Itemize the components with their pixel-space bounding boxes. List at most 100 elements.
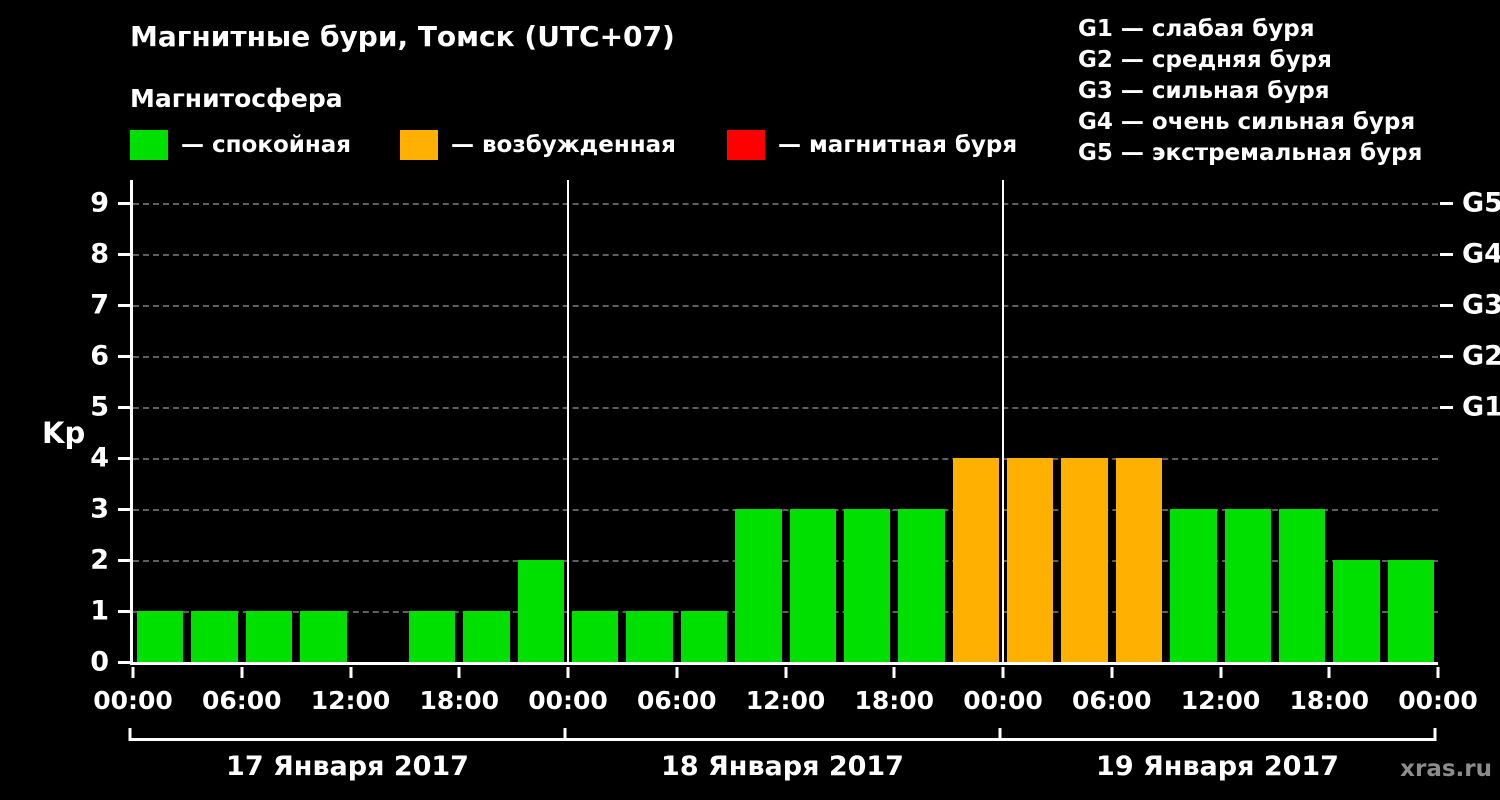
date-label: 17 Января 2017 [226,751,469,782]
x-tick-mark [1001,667,1005,678]
g-level-label: G2 [1462,340,1500,372]
kp-bar [898,508,945,662]
y-tick-label: 8 [90,238,109,270]
y-tick-mark [118,252,131,256]
right-tick-mark [1440,354,1453,358]
g-level-label: G5 [1462,187,1500,219]
kp-bar [1387,560,1434,662]
plot-area: 0 1 2 3 4 5 6 7 8 9 G1 G2 G3 G4 G5 00:00 06:00 12:00 18:00… [90,180,1500,715]
g-level-label: G4 [1462,238,1500,270]
g-level-label: G1 [1462,391,1500,423]
storm-scale-legend: G1 — слабая буря G2 — средняя буря G3 — си… [1078,14,1422,169]
y-tick-mark [118,201,131,205]
x-tick-label: 18:00 [854,686,935,715]
kp-bar [735,508,782,662]
x-tick-label: 18:00 [419,686,500,715]
x-tick-label: 00:00 [963,686,1043,715]
x-tick-mark [131,667,135,678]
kp-bar [680,611,728,662]
legend-item: — спокойная [130,130,351,160]
gridline-kp-6 [133,355,1438,358]
x-tick-label: 12:00 [310,686,391,715]
kp-bar [300,611,347,662]
kp-bar [245,611,293,662]
right-tick-mark [1440,303,1453,307]
x-tick-label: 12:00 [1180,686,1261,715]
y-axis-label: Kp [42,416,86,450]
y-tick-label: 2 [90,544,109,576]
kp-bar [191,611,238,662]
y-tick-label: 3 [90,493,109,525]
gridline-kp-3 [133,508,1438,511]
x-tick-mark [1110,667,1114,678]
kp-bar [137,611,184,662]
kp-bar [408,611,456,662]
kp-bar [572,611,619,662]
legend-item: — магнитная буря [727,130,1017,160]
legend-color-swatch [130,130,168,160]
g-level-label: G3 [1462,289,1500,321]
storm-scale-entry: G5 — экстремальная буря [1078,140,1423,166]
storm-scale-entry: G1 — слабая буря [1078,16,1315,42]
y-tick-label: 5 [90,391,109,423]
y-tick-mark [118,507,131,511]
kp-bar [1224,508,1271,662]
x-tick-label: 18:00 [1289,686,1370,715]
kp-bar [1278,508,1326,662]
x-tick-mark [1436,667,1440,678]
y-tick-label: 4 [90,442,109,474]
storm-scale-entry: G2 — средняя буря [1078,47,1332,73]
kp-bar [1115,457,1163,662]
legend-color-swatch [727,130,765,160]
date-axis-tick [128,728,132,741]
kp-bar [1333,560,1380,662]
kp-bar [789,508,836,662]
date-label: 18 Января 2017 [661,751,904,782]
day-divider-line [567,180,569,662]
legend-label: — возбужденная [451,132,676,158]
x-tick-label: 06:00 [201,686,282,715]
gridline-kp-2 [133,559,1438,562]
y-tick-label: 0 [90,646,109,678]
kp-bar [1061,457,1108,662]
right-tick-mark [1440,405,1453,409]
legend-item: — возбужденная [400,130,676,160]
x-tick-mark [784,667,787,678]
kp-bar [1007,457,1054,662]
storm-scale-entry: G4 — очень сильная буря [1078,109,1416,135]
x-tick-label: 06:00 [636,686,717,715]
kp-color-legend: — спокойная — возбужденная — магнитная бур… [130,130,1080,166]
x-tick-mark [892,667,896,678]
watermark: xras.ru [1400,756,1492,782]
x-tick-mark [566,667,570,678]
gridline-kp-5 [133,406,1438,409]
right-tick-mark [1440,252,1453,256]
date-axis-tick [1433,728,1437,741]
y-tick-label: 6 [90,340,109,372]
y-tick-mark [118,405,131,409]
y-tick-label: 7 [90,289,109,321]
date-axis-tick [563,728,567,741]
gridline-kp-1 [133,610,1438,613]
legend-label: — спокойная [181,132,352,158]
y-tick-mark [118,558,131,562]
y-tick-mark [118,303,131,307]
y-tick-label: 1 [90,595,109,627]
kp-bar [1170,508,1217,662]
kp-bar [843,508,891,662]
kp-bar [952,457,999,662]
chart-subtitle: Магнитосфера [130,84,343,113]
x-tick-mark [349,667,352,678]
x-tick-mark [457,667,461,678]
day-divider-line [1002,180,1004,662]
y-tick-mark [118,354,131,358]
legend-color-swatch [400,130,438,160]
x-tick-label: 12:00 [745,686,826,715]
gridline-kp-4 [133,457,1438,460]
y-tick-mark [118,456,131,460]
x-tick-mark [240,667,244,678]
y-tick-mark [118,609,131,613]
gridline-kp-9 [133,202,1438,205]
storm-scale-entry: G3 — сильная буря [1078,78,1330,104]
